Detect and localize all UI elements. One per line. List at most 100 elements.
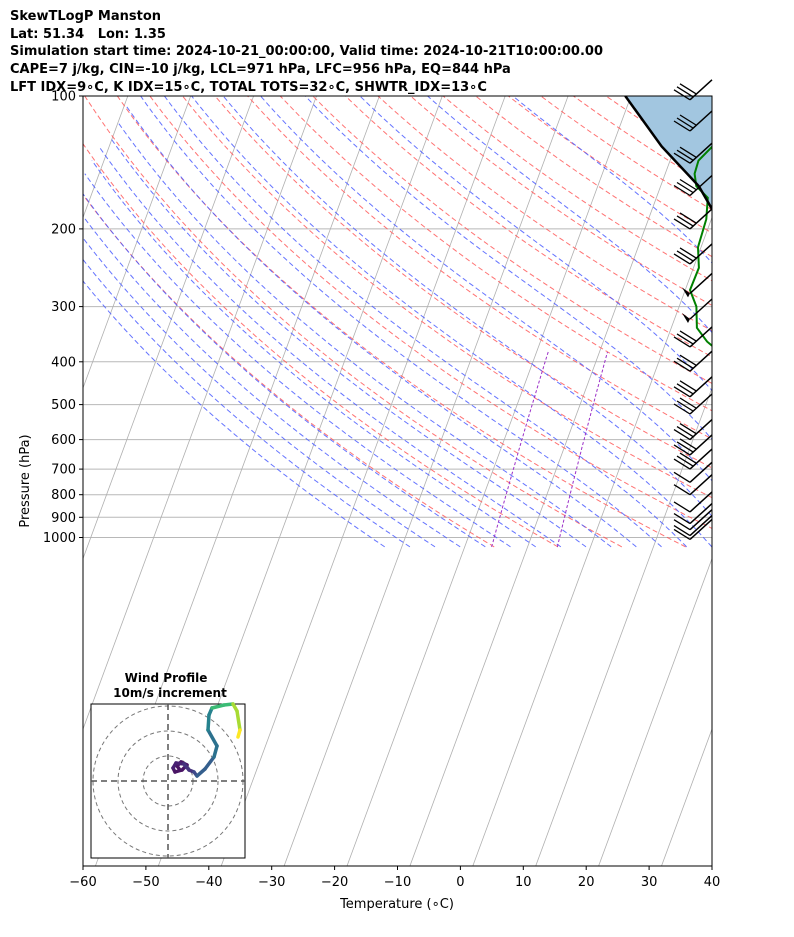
hodograph-segment xyxy=(206,713,211,732)
wind-barb-feather xyxy=(676,117,694,129)
moist-adiabat-line xyxy=(83,237,436,548)
wind-barb-feather xyxy=(679,114,697,126)
isotherm-line xyxy=(787,96,794,866)
wind-barb-feather xyxy=(673,525,691,537)
background-lines xyxy=(0,96,794,866)
wind-barb xyxy=(673,393,713,415)
wind-barb-feather xyxy=(673,218,691,230)
x-tick-label: −30 xyxy=(258,875,285,890)
x-tick-label: 30 xyxy=(641,875,658,890)
moist-adiabat-line xyxy=(125,105,637,548)
wind-barb xyxy=(682,298,713,323)
x-tick-label: −20 xyxy=(321,875,348,890)
wind-barb xyxy=(682,272,713,298)
isotherm-line xyxy=(409,96,695,866)
wind-barb xyxy=(673,491,713,513)
wind-barb xyxy=(673,208,713,230)
wind-barb-feather xyxy=(679,354,697,366)
wind-barb-feather xyxy=(676,455,694,467)
inset-title: Wind Profile xyxy=(125,671,208,685)
wind-barb-feather xyxy=(673,528,691,540)
wind-barb-staff xyxy=(689,208,713,230)
wind-barb-staff xyxy=(689,110,713,132)
wind-barb-feather xyxy=(673,429,691,441)
isotherm-line xyxy=(472,216,712,866)
moist-adiabat-line xyxy=(83,258,411,548)
y-axis-ticks: 100 200 300 400 500 600 700 800 900 1000 xyxy=(43,90,83,546)
wind-barb-feather xyxy=(673,501,691,513)
wind-barb-feather xyxy=(679,380,697,392)
isotherm-line xyxy=(83,96,192,390)
dry-adiabat-line xyxy=(279,96,712,412)
moist-adiabat-line xyxy=(359,96,712,392)
isotherm-line xyxy=(220,96,506,866)
y-tick-label: 400 xyxy=(51,355,76,370)
wind-barb-feather xyxy=(676,441,694,453)
wind-barb-staff xyxy=(689,393,713,415)
isotherm-line xyxy=(83,96,317,731)
x-tick-label: 40 xyxy=(704,875,721,890)
isotherm-line xyxy=(283,96,569,866)
hodograph-segment xyxy=(206,728,219,748)
wind-barb-feather xyxy=(679,330,697,342)
mixing-ratio-line xyxy=(491,351,549,548)
wind-barb-feather xyxy=(673,484,691,496)
header-block: SkewTLogP Manston Lat: 51.34 Lon: 1.35 S… xyxy=(10,8,603,97)
wind-barb-feather xyxy=(673,386,691,398)
dry-adiabat-line xyxy=(83,142,559,548)
wind-barb xyxy=(673,509,713,531)
hodograph-segment xyxy=(212,744,219,759)
moist-adiabat-line xyxy=(83,193,486,548)
dry-adiabat-line xyxy=(214,96,712,469)
wind-barb-staff xyxy=(689,518,713,540)
wind-barb-staff xyxy=(689,79,713,101)
x-tick-label: −60 xyxy=(69,875,96,890)
isotherm-line xyxy=(724,96,794,866)
wind-barb-feather xyxy=(676,357,694,369)
wind-barb xyxy=(673,142,713,164)
y-tick-label: 200 xyxy=(51,222,76,237)
wind-barb xyxy=(673,350,713,372)
moist-adiabat-line xyxy=(98,146,562,548)
wind-barb-staff xyxy=(689,298,713,320)
wind-barb-staff xyxy=(689,350,713,372)
wind-barb xyxy=(673,419,713,441)
hodograph-segment xyxy=(236,728,242,739)
wind-barb-feather xyxy=(679,438,697,450)
dry-adiabat-line xyxy=(475,96,712,258)
moist-adiabat-line xyxy=(140,96,662,548)
dry-adiabat-line xyxy=(638,96,712,144)
wind-barb-feather xyxy=(673,513,691,525)
x-tick-label: 10 xyxy=(515,875,532,890)
wind-barb-feather xyxy=(676,149,694,161)
wind-barb xyxy=(673,174,713,197)
parcel-line xyxy=(624,96,712,212)
wind-barb-feather xyxy=(673,152,691,164)
wind-barbs xyxy=(673,79,713,540)
moist-adiabat-line xyxy=(163,96,687,548)
wind-barb xyxy=(673,110,713,132)
moist-adiabat-line xyxy=(91,160,536,548)
time-line: Simulation start time: 2024-10-21_00:00:… xyxy=(10,44,603,60)
wind-barb xyxy=(673,79,713,101)
wind-barb-staff xyxy=(689,419,713,441)
wind-barb xyxy=(673,474,713,496)
temperature-line xyxy=(748,96,790,539)
wind-barb-staff xyxy=(689,326,713,348)
wind-barb xyxy=(673,434,713,456)
wind-barb-feather xyxy=(673,253,691,265)
mixing-ratio-line xyxy=(556,351,608,548)
wind-barb-feather xyxy=(673,444,691,456)
wind-barb-staff xyxy=(689,376,713,398)
wind-barb-staff xyxy=(689,142,713,164)
dry-adiabat-line xyxy=(247,96,712,440)
hodograph-segment xyxy=(195,767,207,778)
isotherm-line xyxy=(346,96,632,866)
wind-barb-staff xyxy=(689,461,713,483)
hodograph-segment xyxy=(235,709,242,732)
wind-barb-feather xyxy=(673,471,691,483)
moist-adiabat-line xyxy=(110,138,587,548)
wind-barb-staff xyxy=(689,243,713,265)
isotherm-line xyxy=(0,96,2,866)
wind-barb-feather xyxy=(676,400,694,412)
